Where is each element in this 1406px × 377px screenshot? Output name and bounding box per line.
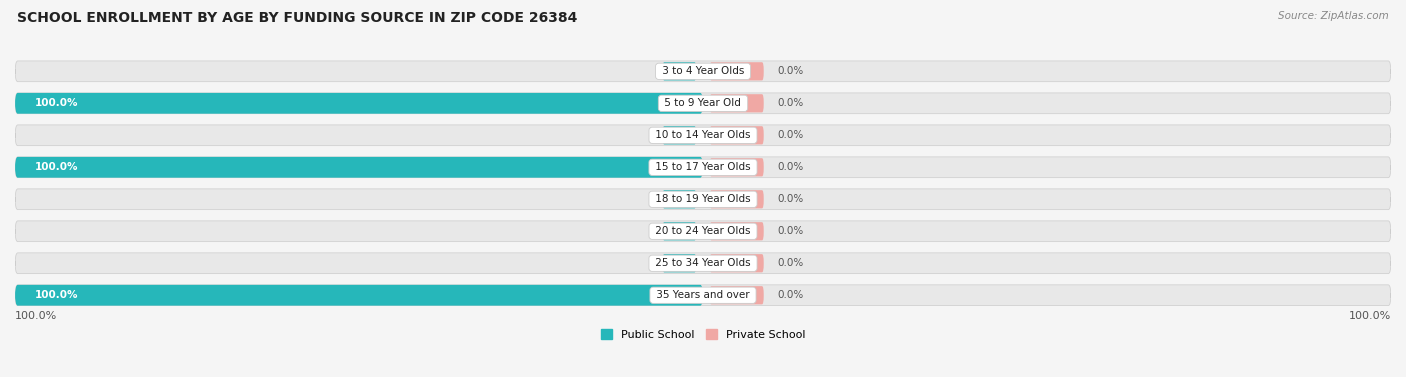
Text: 20 to 24 Year Olds: 20 to 24 Year Olds (652, 226, 754, 236)
FancyBboxPatch shape (15, 221, 1391, 242)
FancyBboxPatch shape (15, 189, 1391, 210)
Text: Source: ZipAtlas.com: Source: ZipAtlas.com (1278, 11, 1389, 21)
FancyBboxPatch shape (710, 94, 763, 112)
FancyBboxPatch shape (15, 125, 1391, 146)
FancyBboxPatch shape (662, 62, 696, 80)
FancyBboxPatch shape (15, 93, 703, 114)
FancyBboxPatch shape (710, 126, 763, 144)
FancyBboxPatch shape (710, 62, 763, 80)
FancyBboxPatch shape (662, 254, 696, 272)
Text: 0.0%: 0.0% (778, 290, 803, 300)
Text: 0.0%: 0.0% (778, 194, 803, 204)
FancyBboxPatch shape (15, 157, 1391, 178)
Text: 0.0%: 0.0% (778, 258, 803, 268)
FancyBboxPatch shape (15, 157, 703, 178)
Text: 0.0%: 0.0% (664, 194, 689, 204)
FancyBboxPatch shape (710, 254, 763, 272)
Text: 0.0%: 0.0% (778, 226, 803, 236)
Text: 10 to 14 Year Olds: 10 to 14 Year Olds (652, 130, 754, 140)
FancyBboxPatch shape (15, 61, 1391, 82)
Text: 0.0%: 0.0% (778, 66, 803, 76)
FancyBboxPatch shape (710, 158, 763, 176)
Text: 0.0%: 0.0% (778, 130, 803, 140)
Text: 15 to 17 Year Olds: 15 to 17 Year Olds (652, 162, 754, 172)
Text: 25 to 34 Year Olds: 25 to 34 Year Olds (652, 258, 754, 268)
Text: 0.0%: 0.0% (778, 98, 803, 108)
FancyBboxPatch shape (662, 222, 696, 241)
Text: SCHOOL ENROLLMENT BY AGE BY FUNDING SOURCE IN ZIP CODE 26384: SCHOOL ENROLLMENT BY AGE BY FUNDING SOUR… (17, 11, 578, 25)
Text: 100.0%: 100.0% (35, 98, 79, 108)
Text: 18 to 19 Year Olds: 18 to 19 Year Olds (652, 194, 754, 204)
Text: 5 to 9 Year Old: 5 to 9 Year Old (661, 98, 745, 108)
FancyBboxPatch shape (15, 285, 703, 306)
FancyBboxPatch shape (710, 190, 763, 208)
Text: 35 Years and over: 35 Years and over (652, 290, 754, 300)
FancyBboxPatch shape (710, 222, 763, 241)
FancyBboxPatch shape (662, 126, 696, 144)
Text: 0.0%: 0.0% (664, 130, 689, 140)
Text: 100.0%: 100.0% (15, 311, 58, 321)
Text: 100.0%: 100.0% (1348, 311, 1391, 321)
Text: 0.0%: 0.0% (664, 226, 689, 236)
Text: 3 to 4 Year Olds: 3 to 4 Year Olds (658, 66, 748, 76)
FancyBboxPatch shape (15, 285, 1391, 306)
Text: 100.0%: 100.0% (35, 162, 79, 172)
FancyBboxPatch shape (15, 93, 1391, 114)
FancyBboxPatch shape (710, 286, 763, 304)
FancyBboxPatch shape (662, 190, 696, 208)
FancyBboxPatch shape (15, 253, 1391, 274)
Text: 100.0%: 100.0% (35, 290, 79, 300)
Text: 0.0%: 0.0% (664, 66, 689, 76)
Text: 0.0%: 0.0% (778, 162, 803, 172)
Text: 0.0%: 0.0% (664, 258, 689, 268)
Legend: Public School, Private School: Public School, Private School (596, 325, 810, 344)
